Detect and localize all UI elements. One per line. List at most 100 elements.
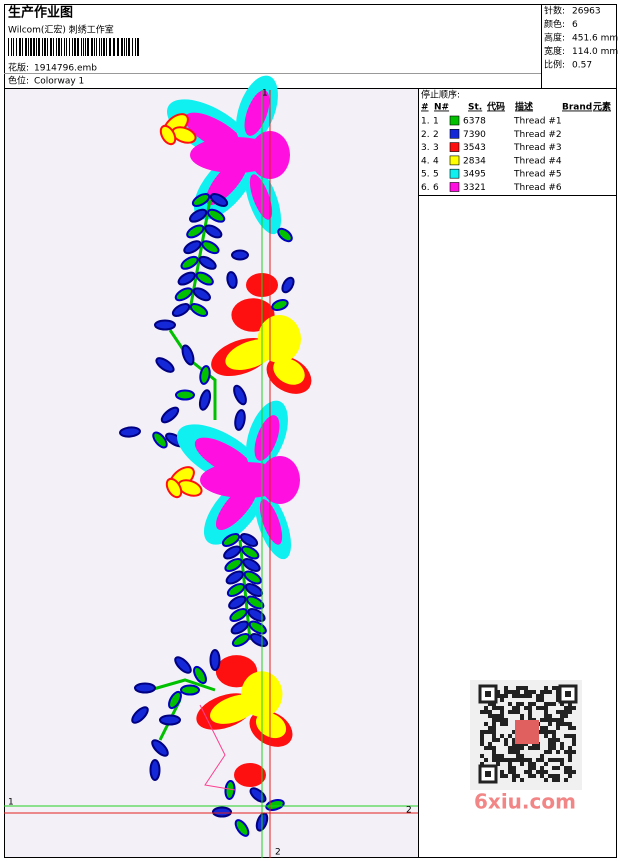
bar (50, 38, 52, 56)
qr-cell (524, 706, 528, 710)
qr-cell (560, 742, 564, 746)
qr-cell (552, 730, 556, 734)
stitch-shape (231, 633, 251, 647)
stitch-shape (198, 255, 217, 270)
bar (56, 38, 57, 56)
bar (74, 38, 76, 56)
stitch-shape (226, 271, 238, 289)
qr-cell (512, 758, 516, 762)
bar (33, 38, 35, 56)
stat-label: 颜色: (544, 18, 565, 30)
colorway: Colorway 1 (34, 77, 84, 87)
qr-cell (568, 774, 572, 778)
qr-cell (572, 770, 576, 774)
stitch-shape (168, 690, 182, 710)
stitch-shape (177, 271, 196, 286)
qr-cell (500, 694, 504, 698)
thread-swatch (449, 115, 460, 126)
stitch-shape (221, 533, 241, 547)
stitch-shape (189, 208, 208, 223)
qr-cell (528, 746, 532, 750)
bar (106, 38, 107, 56)
qr-cell (488, 726, 492, 730)
qr-cell (564, 750, 568, 754)
stitch-shape (186, 224, 205, 239)
stitch-shape (224, 558, 243, 572)
qr-cell (504, 718, 508, 722)
bar (22, 38, 23, 56)
qr-cell (512, 706, 516, 710)
stitch-shape (249, 633, 269, 647)
stitch-shape (231, 249, 249, 261)
stitch-shape (180, 255, 199, 270)
stitch-shape (191, 193, 211, 207)
qr-cell (544, 710, 548, 714)
bar (101, 38, 102, 56)
stitch-shape (225, 570, 244, 585)
row-seq: 5. (421, 170, 430, 180)
qr-cell (552, 746, 556, 750)
qr-cell (484, 758, 488, 762)
stitch-shape (149, 759, 161, 781)
qr-cell (492, 726, 496, 730)
thread-desc: Thread #5 (513, 170, 562, 180)
qr-cell (496, 706, 500, 710)
qr-cell (532, 746, 536, 750)
qr-cell (524, 758, 528, 762)
qr-cell (544, 702, 548, 706)
qr-cell (512, 690, 516, 694)
qr-cell (508, 710, 512, 714)
stitch-shape (201, 240, 220, 255)
qr-cell (488, 710, 492, 714)
qr-cell (500, 770, 504, 774)
bar (135, 38, 136, 56)
field-label: 花版: (8, 62, 29, 74)
qr-cell (516, 694, 520, 698)
qr-cell (488, 714, 492, 718)
qr-cell (516, 774, 520, 778)
qr-cell (520, 758, 524, 762)
qr-cell (480, 710, 484, 714)
bar (13, 38, 14, 56)
qr-cell (524, 770, 528, 774)
stitch-shape (243, 570, 262, 585)
thread-swatch (449, 182, 460, 192)
marker-label: 2 (275, 848, 281, 858)
thread-desc: Thread #2 (513, 130, 562, 140)
stitch-shape (223, 545, 242, 560)
qr-cell (516, 702, 520, 706)
qr-cell (568, 766, 572, 770)
embroidery-design (119, 75, 312, 837)
qr-cell (480, 730, 484, 734)
stitch-shape (193, 665, 207, 685)
qr-cell (484, 722, 488, 726)
qr-cell (492, 722, 496, 726)
bar (121, 38, 123, 56)
thread-code: 2834 (463, 156, 486, 166)
qr-cell (544, 734, 548, 738)
row-seq: 4. (421, 156, 430, 166)
qr-cell (552, 774, 556, 778)
stitch-shape (192, 287, 211, 302)
qr-cell (504, 738, 508, 742)
bar (85, 38, 86, 56)
stitch-shape (234, 819, 250, 837)
qr-cell (552, 702, 556, 706)
qr-cell (564, 734, 568, 738)
qr-cell (520, 754, 524, 758)
marker-label: 2 (406, 806, 412, 816)
bar (66, 38, 67, 56)
bar (126, 38, 127, 56)
stitch-shape (180, 684, 200, 696)
qr-cell (516, 686, 520, 690)
thread-swatch (449, 129, 460, 139)
qr-cell (572, 726, 576, 730)
stitch-shape (159, 714, 181, 726)
row-needle: 3 (433, 143, 439, 153)
qr-cell (548, 746, 552, 750)
stitch-shape (131, 706, 149, 724)
stitch-shape (239, 533, 259, 547)
qr-cell (488, 742, 492, 746)
qr-cell (536, 770, 540, 774)
qr-cell (492, 734, 496, 738)
